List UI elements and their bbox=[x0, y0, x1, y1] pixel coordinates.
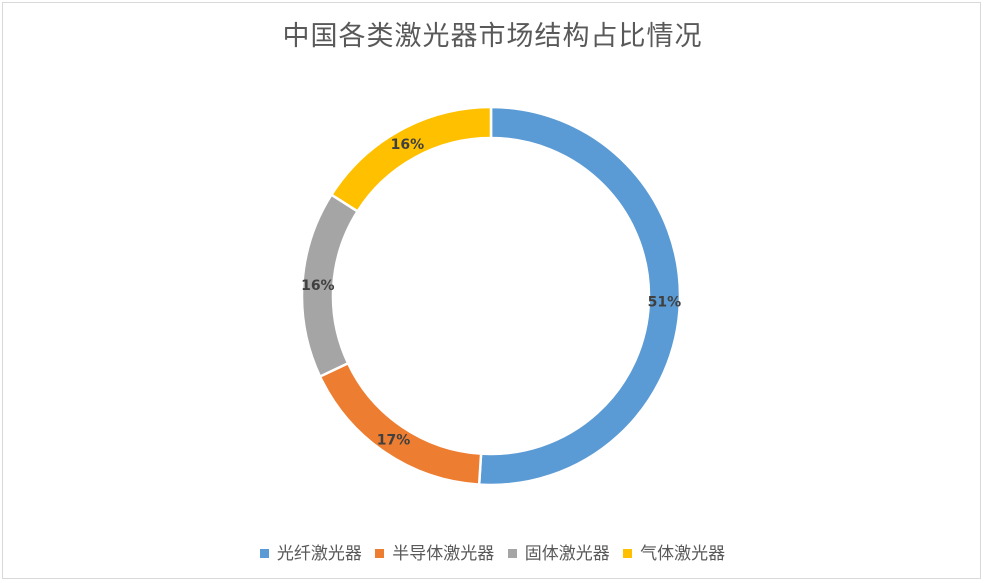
data-label: 16% bbox=[391, 137, 425, 153]
data-label: 51% bbox=[648, 294, 682, 310]
legend-swatch-icon bbox=[259, 549, 269, 558]
segment-gas[interactable] bbox=[329, 105, 493, 214]
legend: 光纤激光器 半导体激光器 固体激光器 气体激光器 bbox=[0, 539, 985, 564]
segment-semiconductor[interactable] bbox=[318, 361, 483, 486]
legend-swatch-icon bbox=[375, 549, 385, 558]
donut-segments bbox=[300, 105, 682, 487]
legend-label: 光纤激光器 bbox=[276, 544, 362, 564]
legend-item-semiconductor[interactable]: 半导体激光器 bbox=[375, 539, 494, 564]
legend-item-fiber[interactable]: 光纤激光器 bbox=[259, 539, 362, 564]
legend-swatch-icon bbox=[507, 549, 517, 558]
legend-label: 半导体激光器 bbox=[392, 544, 495, 564]
data-label: 17% bbox=[377, 432, 411, 448]
data-label: 16% bbox=[301, 278, 335, 294]
data-labels: 51% 17% 16% 16% bbox=[301, 137, 681, 449]
legend-swatch-icon bbox=[623, 549, 633, 558]
legend-label: 固体激光器 bbox=[524, 544, 610, 564]
legend-item-gas[interactable]: 气体激光器 bbox=[623, 539, 725, 564]
chart-title: 中国各类激光器市场结构占比情况 bbox=[282, 21, 703, 52]
legend-item-solid-state[interactable]: 固体激光器 bbox=[507, 539, 610, 564]
legend-label: 气体激光器 bbox=[640, 544, 726, 564]
